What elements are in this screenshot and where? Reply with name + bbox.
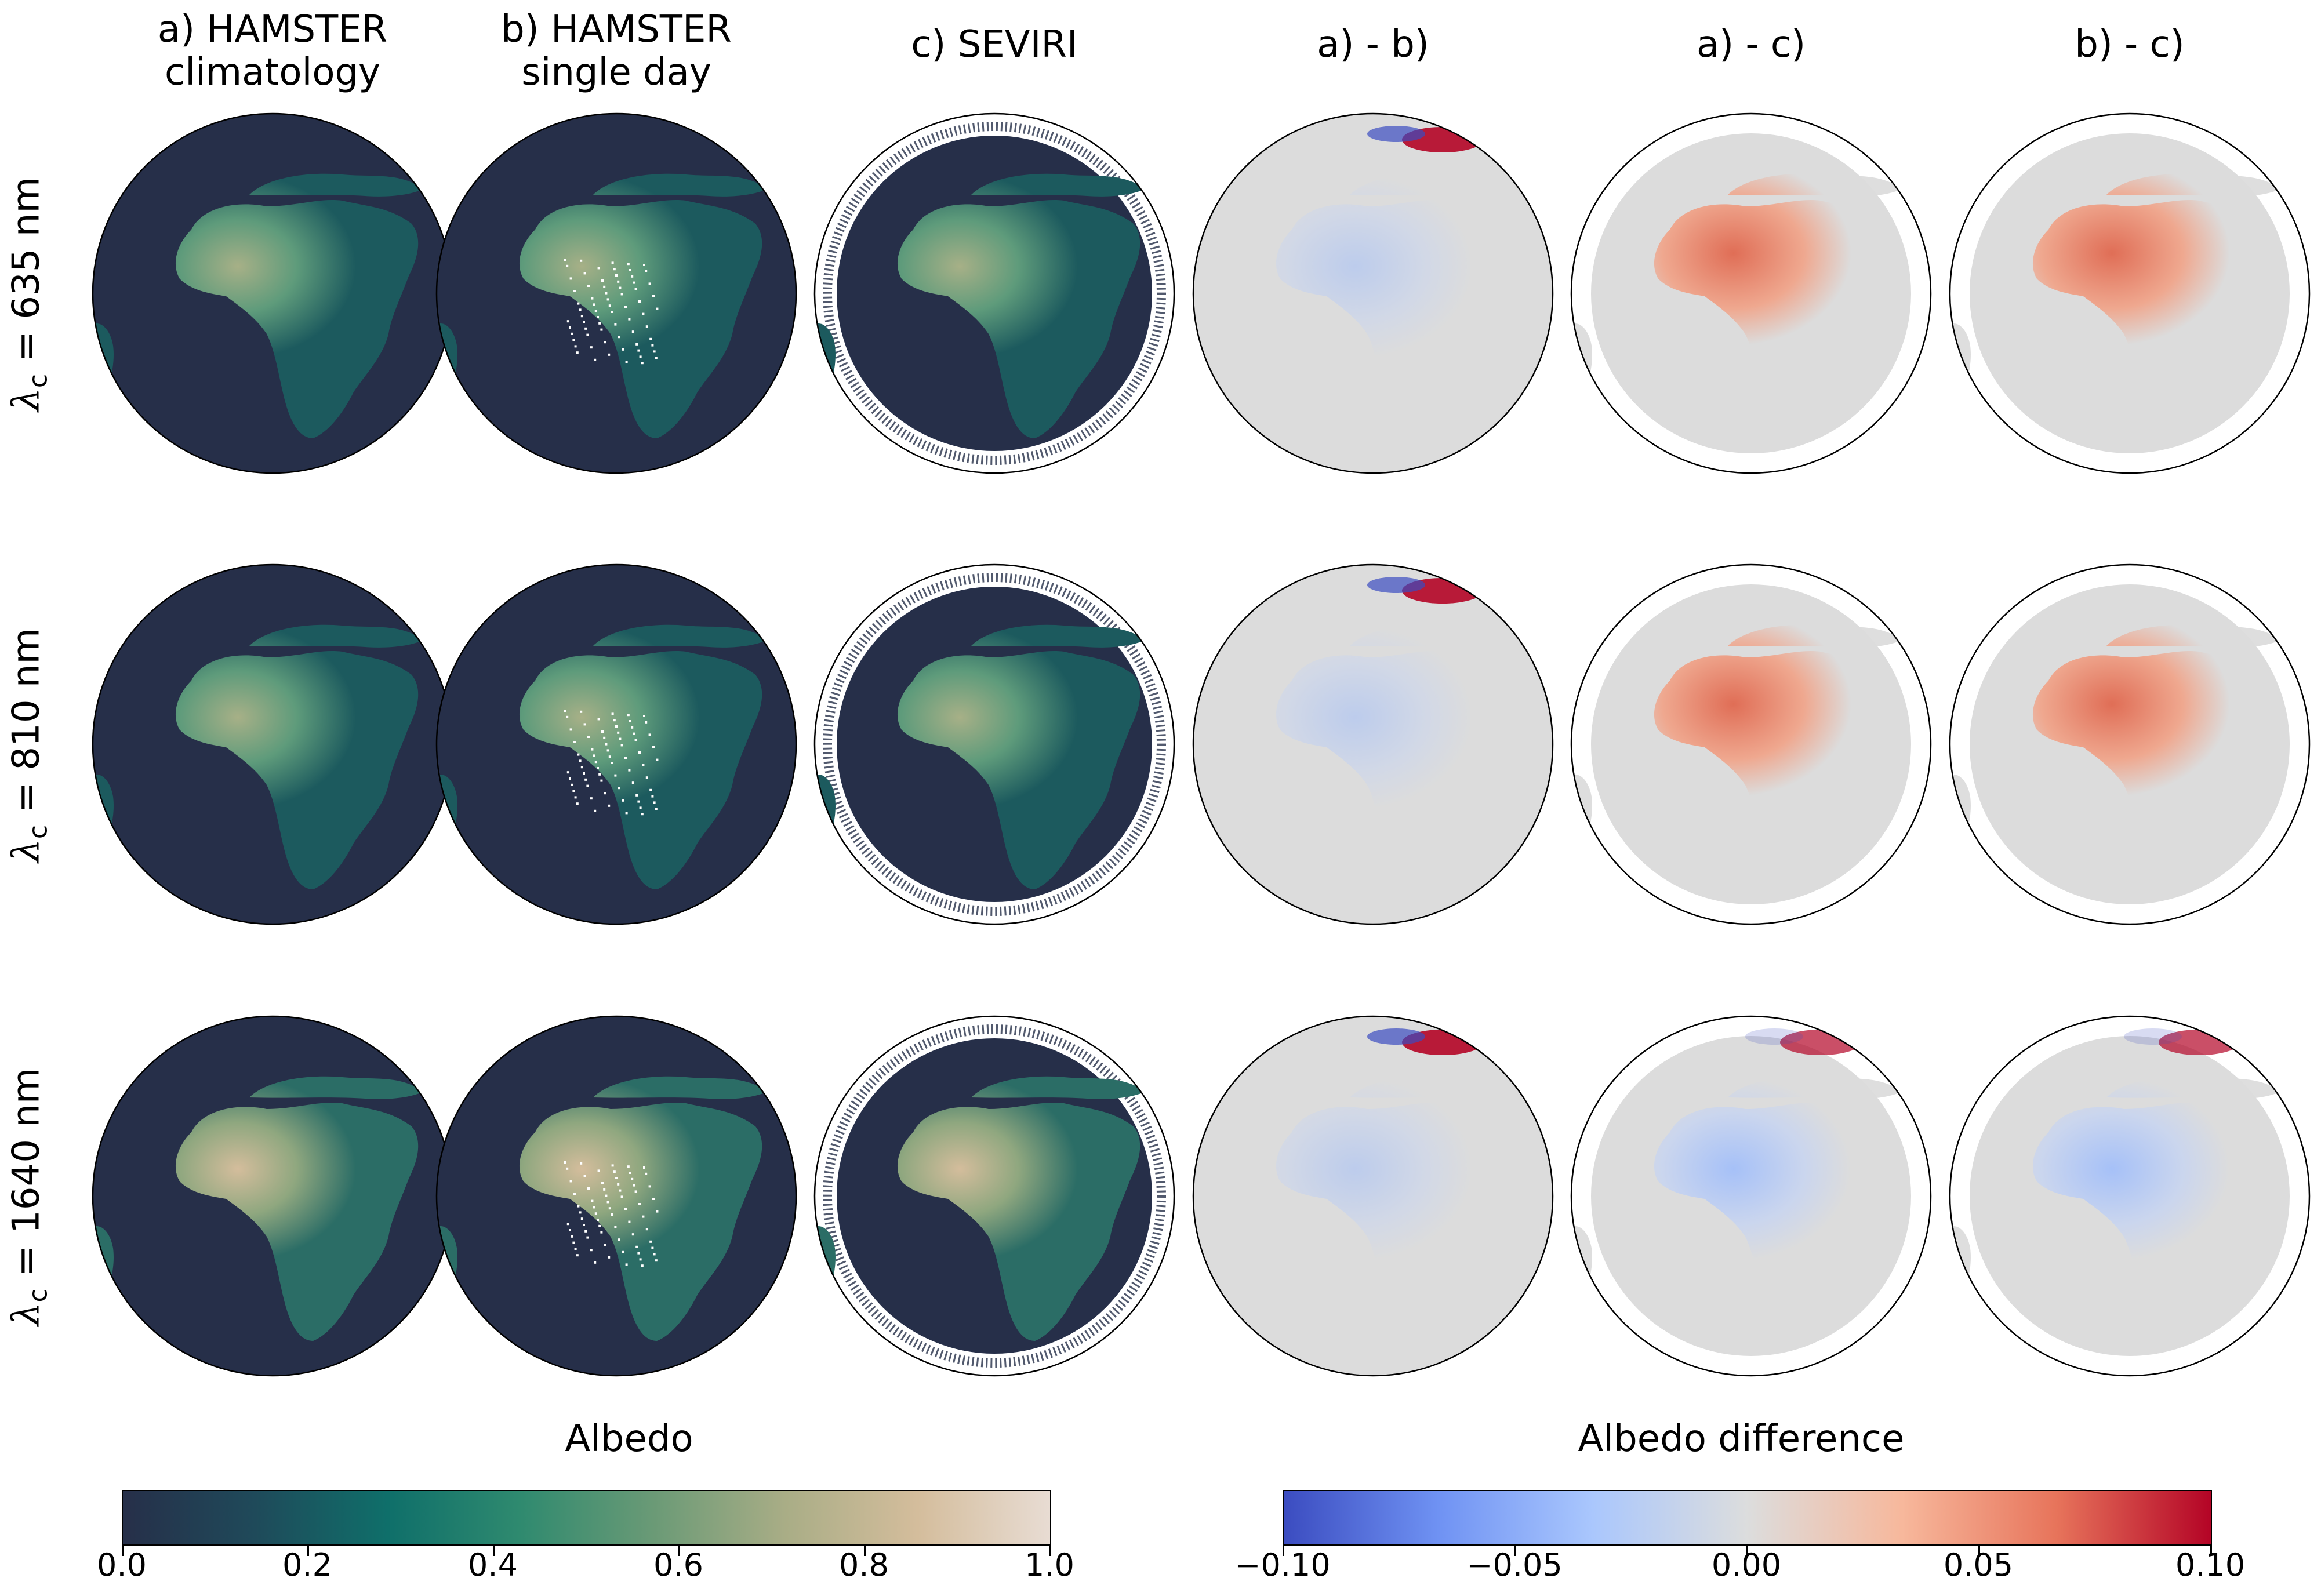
globe-seviri-1640nm [813,1015,1175,1377]
column-title-2: b) HAMSTER single day [501,8,732,94]
colorbar-tick-mark [1514,1546,1516,1556]
column-title-3: c) SEVIRI [911,23,1078,66]
globe-clim-1640nm [92,1015,453,1377]
colorbar-tick-label: 0.4 [468,1547,518,1583]
colorbar-albedo-title: Albedo [565,1417,693,1460]
colorbar-tick-mark [678,1546,680,1556]
colorbar-tick-mark [1746,1546,1748,1556]
globe-bc-1640nm [1949,1015,2311,1377]
globe-seviri-635nm [813,112,1175,474]
colorbar-tick-mark [307,1546,309,1556]
colorbar-tick-label: 0.00 [1711,1547,1782,1583]
globe-clim-635nm [92,112,453,474]
globe-ac-635nm [1570,112,1932,474]
globe-seviri-810nm [813,563,1175,925]
globe-ab-635nm [1192,112,1554,474]
globe-bc-635nm [1949,112,2311,474]
colorbar-tick-label: 0.10 [2175,1547,2246,1583]
colorbar-tick-mark [2210,1546,2212,1556]
globe-ac-1640nm [1570,1015,1932,1377]
colorbar-tick-label: 1.0 [1025,1547,1074,1583]
column-title-4: a) - b) [1317,23,1429,66]
globe-day-810nm [435,563,797,925]
globe-clim-810nm [92,563,453,925]
globe-day-635nm [435,112,797,474]
colorbar-tick-mark [493,1546,495,1556]
colorbar-tick-label: 0.0 [97,1547,147,1583]
globe-ab-1640nm [1192,1015,1554,1377]
colorbar-tick-mark [1049,1546,1051,1556]
colorbar-tick-label: −0.10 [1234,1547,1331,1583]
colorbar-tick-label: 0.2 [282,1547,332,1583]
colorbar-difference-title: Albedo difference [1578,1417,1905,1460]
column-title-6: b) - c) [2075,23,2185,66]
colorbar-tick-mark [122,1546,124,1556]
colorbar-tick-mark [1283,1546,1284,1556]
colorbar-tick-mark [1978,1546,1980,1556]
colorbar-albedo [122,1490,1051,1546]
globe-day-1640nm [435,1015,797,1377]
colorbar-tick-label: 0.8 [839,1547,889,1583]
globe-ab-810nm [1192,563,1554,925]
column-title-5: a) - c) [1696,23,1806,66]
colorbar-tick-label: 0.05 [1943,1547,2014,1583]
globe-ac-810nm [1570,563,1932,925]
column-title-1: a) HAMSTER climatology [157,8,388,94]
colorbar-difference [1283,1490,2212,1546]
colorbar-tick-label: −0.05 [1466,1547,1563,1583]
globe-bc-810nm [1949,563,2311,925]
colorbar-tick-mark [864,1546,866,1556]
colorbar-tick-label: 0.6 [653,1547,703,1583]
